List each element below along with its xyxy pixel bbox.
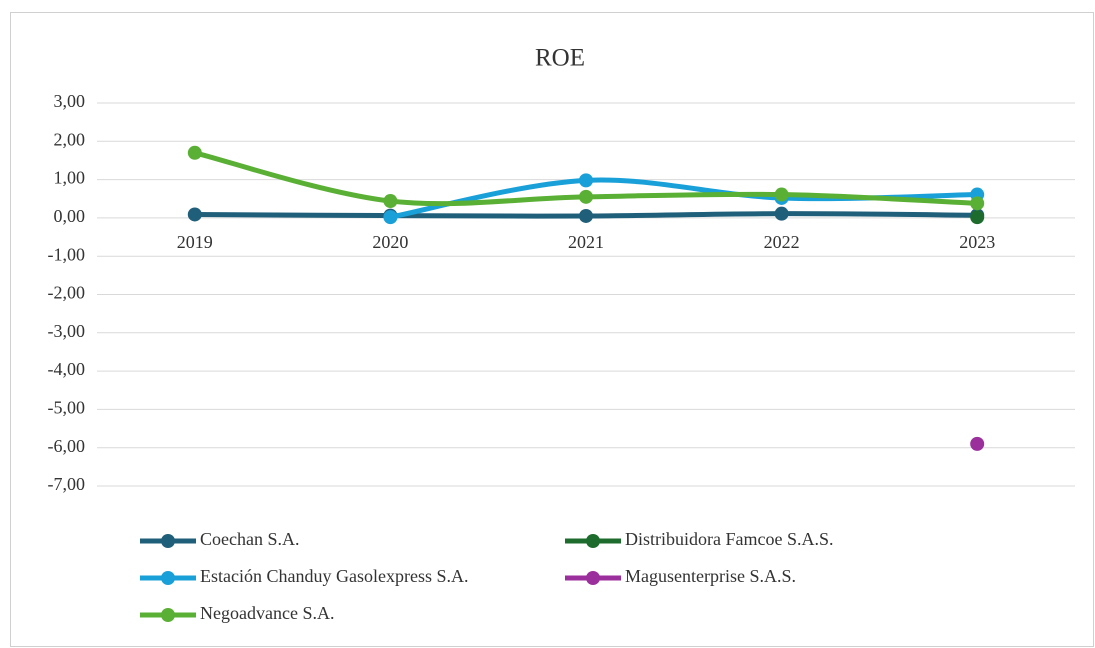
y-tick-label: -3,00 (48, 321, 86, 341)
legend-marker (161, 534, 175, 548)
y-tick-label: -5,00 (48, 398, 86, 418)
legend-marker (586, 534, 600, 548)
y-tick-label: -1,00 (48, 244, 86, 264)
x-tick-label: 2023 (959, 232, 995, 252)
data-point (774, 206, 789, 221)
y-tick-label: -6,00 (48, 436, 86, 456)
legend-label: Estación Chanduy Gasolexpress S.A. (200, 566, 468, 586)
x-tick-label: 2022 (764, 232, 800, 252)
data-point (970, 436, 985, 451)
y-tick-label: 2,00 (54, 129, 86, 149)
data-point (187, 145, 202, 160)
y-tick-label: -7,00 (48, 474, 86, 494)
legend-label: Magusenterprise S.A.S. (625, 566, 796, 586)
y-tick-label: -2,00 (48, 283, 86, 303)
x-tick-label: 2021 (568, 232, 604, 252)
legend-marker (161, 571, 175, 585)
data-point (383, 194, 398, 209)
data-point (383, 210, 398, 225)
legend-marker (161, 608, 175, 622)
data-point (579, 173, 593, 188)
y-tick-label: 1,00 (54, 168, 86, 188)
y-tick-label: -4,00 (48, 359, 86, 379)
chart-frame (10, 12, 1094, 647)
data-point (774, 187, 789, 202)
data-point (579, 208, 593, 223)
legend-marker (586, 571, 600, 585)
y-tick-label: 0,00 (54, 206, 86, 226)
y-tick-label: 3,00 (54, 91, 86, 111)
data-point (970, 210, 985, 225)
legend-label: Distribuidora Famcoe S.A.S. (625, 529, 834, 549)
legend-label: Coechan S.A. (200, 529, 299, 549)
data-point (187, 207, 202, 222)
legend-label: Negoadvance S.A. (200, 603, 334, 623)
x-tick-label: 2019 (177, 232, 213, 252)
x-tick-label: 2020 (372, 232, 408, 252)
chart-title: ROE (535, 45, 585, 72)
data-point (970, 196, 985, 211)
data-point (579, 189, 593, 204)
